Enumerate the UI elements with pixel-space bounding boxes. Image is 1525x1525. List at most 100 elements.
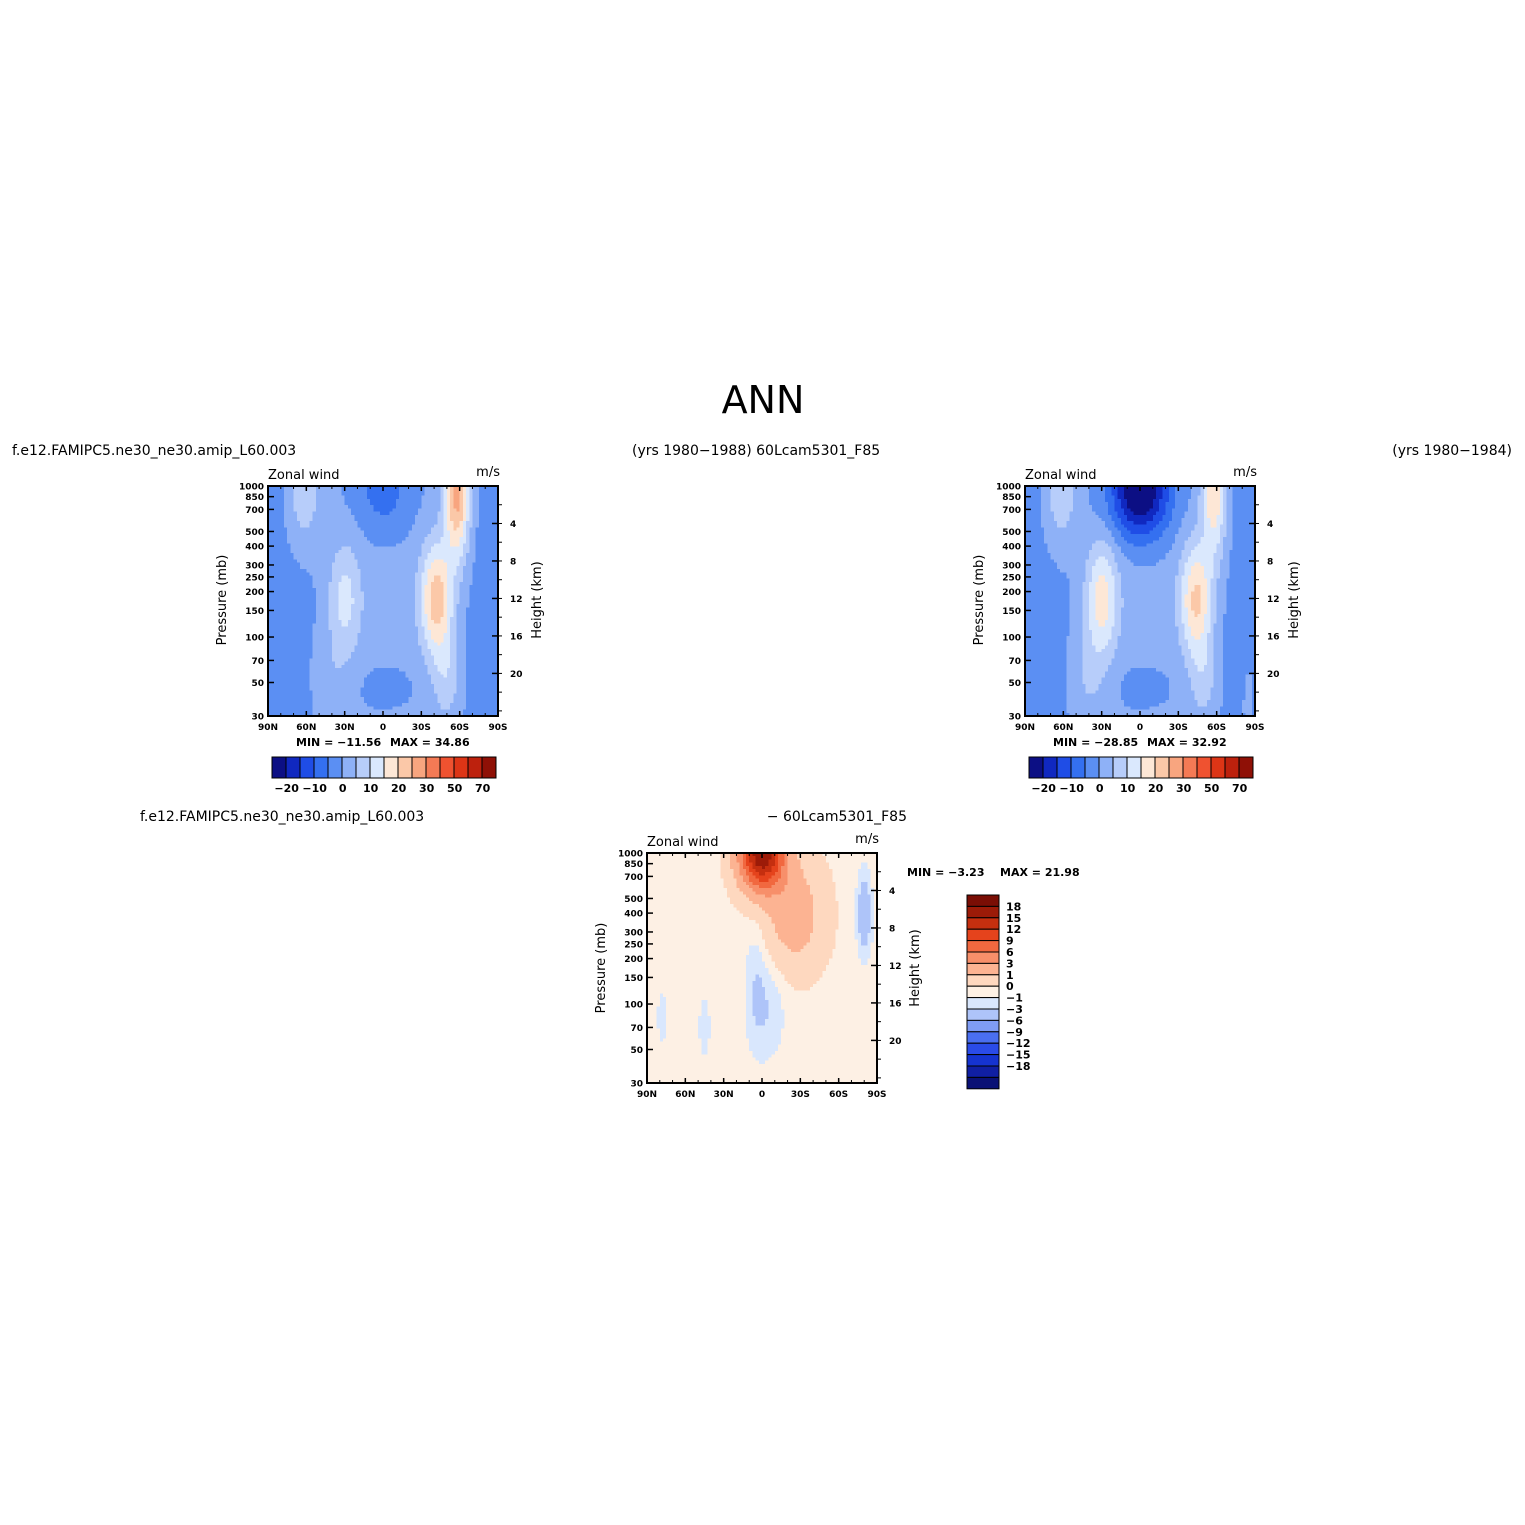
field-cell [299,578,304,583]
field-cell [373,597,378,602]
field-cell [312,508,317,513]
field-cell [357,613,362,618]
field-cell [309,530,314,535]
field-cell [424,616,429,621]
field-cell [386,546,390,551]
field-cell [312,521,317,525]
field-cell [373,565,378,570]
field-cell [367,533,371,538]
field-cell [427,616,432,621]
field-cell [482,581,486,586]
field-cell [475,498,480,503]
field-cell [312,588,317,593]
field-cell [331,556,336,561]
field-cell [459,597,464,602]
field-cell [341,604,346,608]
field-cell [402,597,406,602]
field-cell [408,543,413,548]
field-cell [478,514,483,519]
field-cell [299,540,304,545]
field-cell [360,553,365,557]
field-cell [367,501,371,506]
field-cell [485,581,490,586]
field-cell [274,578,279,583]
field-cell [341,489,346,493]
field-cell [475,569,480,573]
field-cell [290,585,295,589]
field-cell [325,524,330,529]
field-cell [290,553,295,557]
field-cell [488,578,493,583]
field-cell [299,508,304,513]
field-cell [475,585,480,589]
field-cell [338,524,343,529]
field-cell [411,607,416,612]
field-cell [443,588,448,593]
field-cell [398,572,403,577]
field-cell [411,527,416,532]
field-cell [472,540,477,545]
field-cell [354,588,359,593]
field-cell [456,495,461,500]
field-cell [376,601,381,605]
field-cell [287,556,291,561]
field-cell [274,540,279,545]
field-cell [376,610,381,615]
field-cell [277,495,282,500]
field-cell [287,546,291,551]
field-cell [402,575,406,580]
field-cell [456,604,461,608]
field-cell [360,620,365,624]
field-cell [383,505,387,509]
field-cell [389,530,394,535]
field-cell [280,556,285,561]
field-cell [389,569,394,573]
field-cell [383,575,387,580]
field-cell [319,588,323,593]
field-cell [408,524,413,529]
field-cell [488,511,493,516]
field-cell [440,569,445,573]
field-cell [299,594,304,599]
field-cell [354,616,359,621]
field-cell [328,537,333,541]
field-cell [338,486,343,490]
field-cell [370,533,375,538]
field-cell [421,585,426,589]
field-cell [418,514,422,519]
field-cell [453,511,458,516]
field-cell [277,553,282,557]
field-cell [322,530,327,535]
field-cell [383,569,387,573]
field-cell [376,540,381,545]
field-cell [376,530,381,535]
field-cell [306,527,311,532]
field-cell [383,620,387,624]
field-cell [446,521,451,525]
field-cell [491,540,496,545]
field-cell [414,489,419,493]
field-cell [466,533,470,538]
field-cell [271,578,275,583]
field-cell [411,556,416,561]
field-cell [325,543,330,548]
field-cell [440,578,445,583]
field-cell [430,556,435,561]
field-cell [418,492,422,497]
field-cell [287,537,291,541]
field-cell [488,616,493,621]
field-cell [271,492,275,497]
field-cell [446,508,451,513]
field-cell [296,597,301,602]
field-cell [424,533,429,538]
field-cell [303,613,307,618]
field-cell [421,601,426,605]
field-cell [296,569,301,573]
field-cell [373,492,378,497]
field-cell [306,533,311,538]
field-cell [405,486,410,490]
field-cell [485,569,490,573]
field-cell [283,572,288,577]
field-cell [488,495,493,500]
field-cell [389,581,394,586]
